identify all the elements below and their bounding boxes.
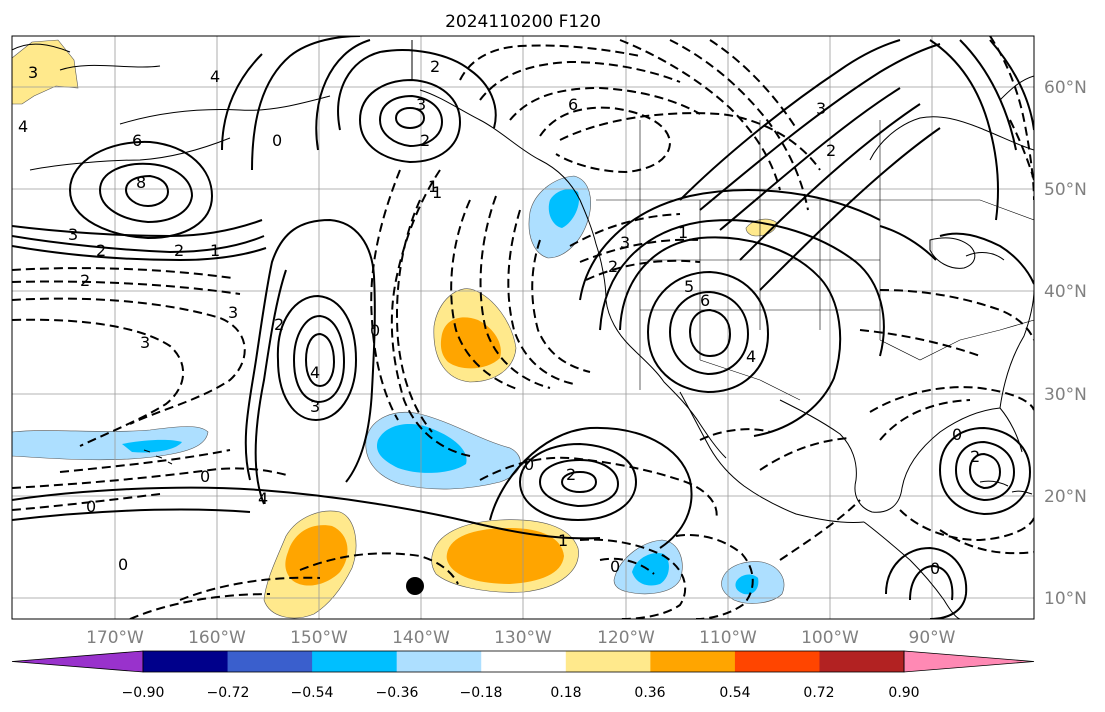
colorbar-segment <box>481 651 567 672</box>
contour-label: 0 <box>200 467 210 486</box>
contour-label: 3 <box>816 99 826 118</box>
colorbar-segment <box>396 651 482 672</box>
negative-anomaly-core <box>376 424 467 473</box>
colorbar-extend-low <box>11 650 144 673</box>
contour-label: 3 <box>228 303 238 322</box>
colorbar-tick-label: −0.90 <box>122 685 165 701</box>
contour-label: 2 <box>566 465 576 484</box>
contour-label: 2 <box>96 241 106 260</box>
colorbar-tick-label: 0.36 <box>634 685 665 701</box>
lat-label: 50°N <box>1044 180 1087 200</box>
lon-label: 140°W <box>392 628 450 648</box>
contour-label: 2 <box>174 241 184 260</box>
lat-label: 20°N <box>1044 487 1087 507</box>
contour-label: 0 <box>370 321 380 340</box>
contour-label: 2 <box>274 315 284 334</box>
contour-label: 0 <box>272 131 282 150</box>
colorbar-tick-label: −0.18 <box>460 685 503 701</box>
negative-anomaly-core <box>548 189 580 228</box>
negative-anomaly-core <box>122 439 182 453</box>
contour-label: 1 <box>678 223 688 242</box>
lat-label: 40°N <box>1044 282 1087 302</box>
contour-label: 4 <box>746 347 756 366</box>
contour-label: 2 <box>970 447 980 466</box>
contour-label: 5 <box>684 277 694 296</box>
colorbar-tick-label: −0.72 <box>207 685 250 701</box>
contour-label: 1 <box>432 183 442 202</box>
contour-label: 2 <box>608 257 618 276</box>
negative-anomaly-region <box>12 426 209 461</box>
contour-label: 0 <box>118 555 128 574</box>
contour-label: 6 <box>700 291 710 310</box>
colorbar-segment <box>312 651 398 672</box>
contour-label: 2 <box>430 57 440 76</box>
contour-labels: 6 8 3 2 1 2 3 2 0 4 3 1 0 6 4 3 2 0 5 6 … <box>18 57 980 578</box>
colorbar-tick-label: 0.54 <box>719 685 750 701</box>
contour-label: 3 <box>416 95 426 114</box>
contour-label: 4 <box>310 363 320 382</box>
lat-label: 30°N <box>1044 385 1087 405</box>
lon-label: 100°W <box>801 628 859 648</box>
contour-label: 6 <box>132 131 142 150</box>
contour-label: 0 <box>610 557 620 576</box>
map-panel: 6 8 3 2 1 2 3 2 0 4 3 1 0 6 4 3 2 0 5 6 … <box>12 36 1034 619</box>
colorbar <box>11 650 1035 673</box>
dashed-contours <box>12 36 1034 619</box>
colorbar-tick-label: 0.72 <box>803 685 834 701</box>
lon-label: 90°W <box>909 628 956 648</box>
contour-label: 8 <box>136 173 146 192</box>
colorbar-outline <box>142 650 905 673</box>
contour-label: 2 <box>420 131 430 150</box>
colorbar-tick-label: −0.54 <box>291 685 334 701</box>
solid-contours <box>12 36 1034 619</box>
contour-label: 3 <box>28 63 38 82</box>
contour-label: 1 <box>210 241 220 260</box>
lon-label: 170°W <box>86 628 144 648</box>
lon-label: 160°W <box>188 628 246 648</box>
contour-label: 0 <box>86 497 96 516</box>
colorbar-segment <box>143 651 229 672</box>
contour-label: 0 <box>524 455 534 474</box>
contour-label: 1 <box>558 531 568 550</box>
map-title: 2024110200 F120 <box>445 12 601 32</box>
contour-label: 3 <box>68 225 78 244</box>
lon-label: 150°W <box>290 628 348 648</box>
colorbar-segment <box>650 651 736 672</box>
colorbar-segment <box>734 651 820 672</box>
latitude-labels: 60°N 50°N 40°N 30°N 20°N 10°N <box>1044 78 1087 609</box>
lat-label: 10°N <box>1044 589 1087 609</box>
contour-label: 4 <box>18 117 28 136</box>
negative-anomaly-core <box>632 552 669 586</box>
colorbar-tick-labels: −0.90 −0.72 −0.54 −0.36 −0.18 0.18 0.36 … <box>122 685 920 701</box>
colorbar-segment <box>819 651 905 672</box>
lon-label: 120°W <box>597 628 655 648</box>
contour-label: 3 <box>310 397 320 416</box>
contour-label: 0 <box>952 425 962 444</box>
contour-label: 4 <box>210 67 220 86</box>
colorbar-extend-high <box>903 650 1035 673</box>
contour-label: 0 <box>930 559 940 578</box>
lon-label: 110°W <box>699 628 757 648</box>
colorbar-segment <box>227 651 313 672</box>
positive-anomaly-core <box>446 528 564 584</box>
colorbar-tick-label: 0.18 <box>550 685 581 701</box>
map-border <box>11 35 1035 620</box>
longitude-labels: 170°W 160°W 150°W 140°W 130°W 120°W 110°… <box>86 628 956 648</box>
lat-label: 60°N <box>1044 78 1087 98</box>
lon-label: 130°W <box>494 628 552 648</box>
contour-label: 2 <box>80 271 90 290</box>
contour-label: 3 <box>620 233 630 252</box>
contour-label: 3 <box>140 333 150 352</box>
contour-label: 4 <box>258 489 268 508</box>
colorbar-segment <box>565 651 651 672</box>
contour-label: 1 <box>428 177 438 196</box>
colorbar-tick-label: −0.36 <box>376 685 419 701</box>
colorbar-tick-label: 0.90 <box>888 685 919 701</box>
contour-label: 2 <box>826 141 836 160</box>
location-marker <box>406 577 424 595</box>
contour-label: 6 <box>568 95 578 114</box>
